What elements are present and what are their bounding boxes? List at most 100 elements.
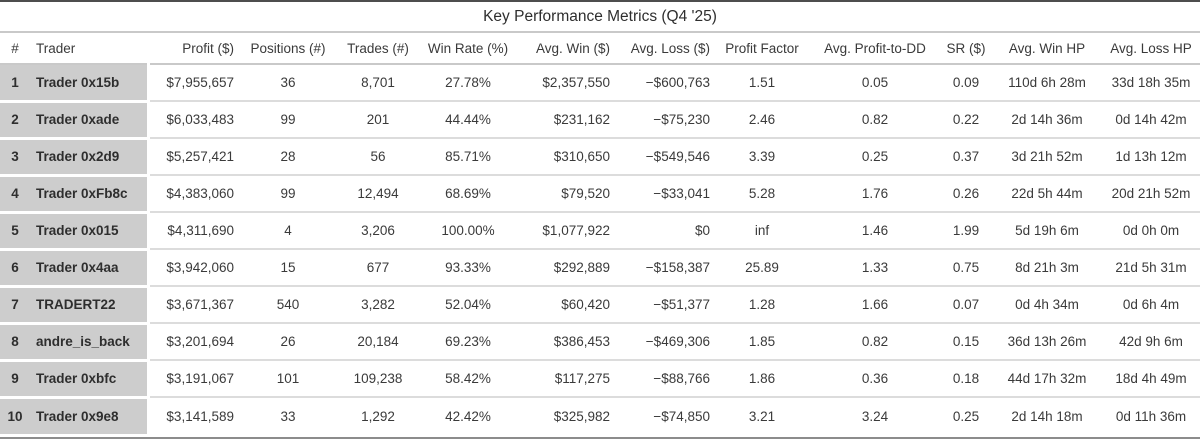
cell-sr: 0.07 (940, 286, 992, 324)
cell-avg_loss_hp: 0d 6h 4m (1102, 286, 1200, 324)
table-row: 1 Trader 0x15b $7,955,657 36 8,701 27.78% $2,3… (0, 64, 1200, 103)
cell-avg_loss: −$74,850 (614, 397, 714, 434)
cell-positions: 33 (238, 397, 338, 434)
cell-trades: 1,292 (338, 397, 418, 434)
cell-avg_win_hp: 110d 6h 28m (992, 64, 1102, 102)
column-header-avg_win_hp: Avg. Win HP (992, 33, 1102, 65)
table-header-row: # Trader Profit ($) Positions (#) Trades (#)… (0, 33, 1200, 65)
cell-profit_factor: 25.89 (714, 249, 810, 287)
cell-trades: 12,494 (338, 175, 418, 213)
cell-avg_win_hp: 22d 5h 44m (992, 175, 1102, 213)
cell-avg_win: $292,889 (518, 249, 614, 287)
column-header-profit_factor: Profit Factor (714, 33, 810, 65)
cell-avg_loss_hp: 0d 11h 36m (1102, 397, 1200, 434)
cell-avg_win: $60,420 (518, 286, 614, 324)
cell-positions: 101 (238, 360, 338, 398)
cell-avg_loss_hp: 0d 0h 0m (1102, 212, 1200, 250)
cell-profit_factor: 1.51 (714, 64, 810, 102)
cell-sr: 0.37 (940, 138, 992, 176)
cell-avg_loss: −$469,306 (614, 323, 714, 361)
cell-sr: 1.99 (940, 212, 992, 250)
cell-rank: 3 (0, 138, 30, 177)
cell-trades: 201 (338, 101, 418, 139)
cell-sr: 0.22 (940, 101, 992, 139)
cell-avg_loss: −$158,387 (614, 249, 714, 287)
cell-avg_loss_hp: 20d 21h 52m (1102, 175, 1200, 213)
cell-sr: 0.15 (940, 323, 992, 361)
cell-avg_profit_to_dd: 1.66 (810, 286, 940, 324)
cell-profit: $3,942,060 (148, 249, 238, 287)
cell-profit: $6,033,483 (148, 101, 238, 139)
cell-avg_loss: −$549,546 (614, 138, 714, 176)
cell-trades: 8,701 (338, 64, 418, 102)
cell-trades: 3,282 (338, 286, 418, 324)
cell-profit: $3,141,589 (148, 397, 238, 434)
cell-avg_profit_to_dd: 3.24 (810, 397, 940, 434)
cell-avg_win: $325,982 (518, 397, 614, 434)
cell-avg_win_hp: 44d 17h 32m (992, 360, 1102, 398)
cell-rank: 2 (0, 101, 30, 140)
cell-sr: 0.09 (940, 64, 992, 102)
cell-profit: $3,671,367 (148, 286, 238, 324)
cell-avg_win_hp: 2d 14h 18m (992, 397, 1102, 434)
cell-positions: 99 (238, 175, 338, 213)
cell-rank: 5 (0, 212, 30, 251)
cell-profit_factor: 1.28 (714, 286, 810, 324)
column-header-trader: Trader (30, 33, 148, 65)
cell-avg_loss: −$75,230 (614, 101, 714, 139)
cell-positions: 15 (238, 249, 338, 287)
cell-profit: $5,257,421 (148, 138, 238, 176)
cell-win_rate: 69.23% (418, 323, 518, 361)
cell-rank: 6 (0, 249, 30, 288)
cell-profit_factor: 2.46 (714, 101, 810, 139)
cell-trader: andre_is_back (30, 323, 150, 362)
cell-trader: Trader 0x9e8 (30, 397, 150, 434)
cell-avg_profit_to_dd: 0.25 (810, 138, 940, 176)
cell-avg_win_hp: 5d 19h 6m (992, 212, 1102, 250)
cell-profit: $3,191,067 (148, 360, 238, 398)
column-header-profit: Profit ($) (148, 33, 238, 65)
cell-trades: 3,206 (338, 212, 418, 250)
cell-avg_loss: −$600,763 (614, 64, 714, 102)
table-row: 6 Trader 0x4aa $3,942,060 15 677 93.33% $292,8… (0, 249, 1200, 288)
cell-avg_profit_to_dd: 0.82 (810, 323, 940, 361)
cell-avg_win: $310,650 (518, 138, 614, 176)
cell-win_rate: 58.42% (418, 360, 518, 398)
column-header-avg_profit_to_dd: Avg. Profit-to-DD (810, 33, 940, 65)
table-row: 7 TRADERT22 $3,671,367 540 3,282 52.04% $60,42… (0, 286, 1200, 325)
column-header-positions: Positions (#) (238, 33, 338, 65)
metrics-table: # Trader Profit ($) Positions (#) Trades (#)… (0, 33, 1200, 434)
cell-win_rate: 93.33% (418, 249, 518, 287)
cell-avg_loss_hp: 42d 9h 6m (1102, 323, 1200, 361)
column-header-win_rate: Win Rate (%) (418, 33, 518, 65)
cell-rank: 8 (0, 323, 30, 362)
cell-sr: 0.25 (940, 397, 992, 434)
cell-trader: Trader 0x015 (30, 212, 150, 251)
cell-avg_loss_hp: 33d 18h 35m (1102, 64, 1200, 102)
column-header-trades: Trades (#) (338, 33, 418, 65)
cell-trades: 109,238 (338, 360, 418, 398)
page-title: Key Performance Metrics (Q4 '25) (0, 2, 1200, 33)
cell-profit_factor: inf (714, 212, 810, 250)
cell-win_rate: 27.78% (418, 64, 518, 102)
cell-trader: TRADERT22 (30, 286, 150, 325)
cell-rank: 7 (0, 286, 30, 325)
cell-positions: 36 (238, 64, 338, 102)
cell-avg_win: $117,275 (518, 360, 614, 398)
cell-win_rate: 44.44% (418, 101, 518, 139)
table-row: 5 Trader 0x015 $4,311,690 4 3,206 100.00% $1,0… (0, 212, 1200, 251)
table-row: 10 Trader 0x9e8 $3,141,589 33 1,292 42.42% $32… (0, 397, 1200, 434)
cell-avg_loss_hp: 21d 5h 31m (1102, 249, 1200, 287)
cell-avg_loss_hp: 1d 13h 12m (1102, 138, 1200, 176)
column-header-sr: SR ($) (940, 33, 992, 65)
cell-rank: 4 (0, 175, 30, 214)
cell-avg_loss: $0 (614, 212, 714, 250)
cell-avg_profit_to_dd: 1.76 (810, 175, 940, 213)
column-header-avg_loss_hp: Avg. Loss HP (1102, 33, 1200, 65)
cell-avg_win_hp: 8d 21h 3m (992, 249, 1102, 287)
table-row: 3 Trader 0x2d9 $5,257,421 28 56 85.71% $310,65… (0, 138, 1200, 177)
cell-avg_profit_to_dd: 1.33 (810, 249, 940, 287)
cell-win_rate: 100.00% (418, 212, 518, 250)
cell-trader: Trader 0x4aa (30, 249, 150, 288)
cell-positions: 26 (238, 323, 338, 361)
